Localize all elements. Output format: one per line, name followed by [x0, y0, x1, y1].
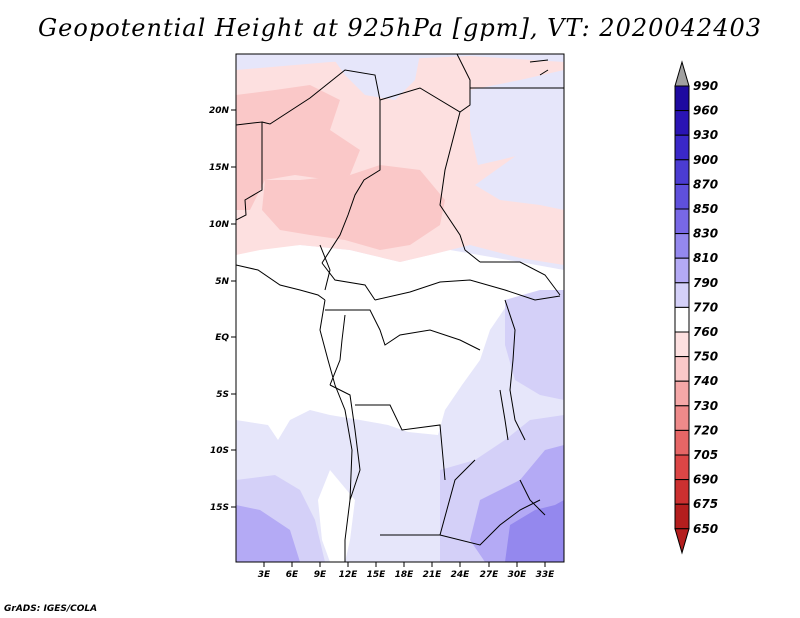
- colorbar-label: 930: [693, 128, 718, 142]
- map-panel: [236, 54, 564, 562]
- colorbar-swatch: [674, 479, 690, 505]
- lat-label: 10N: [209, 220, 230, 230]
- colorbar: 990 960 930 900 870 850 830 810 790 770 760 750 740 7…: [674, 60, 718, 555]
- colorbar-label: 870: [693, 177, 718, 191]
- colorbar-label: 760: [693, 325, 718, 339]
- colorbar-label: 770: [693, 300, 718, 314]
- field-sw-810: [236, 505, 300, 562]
- colorbar-swatch: [674, 331, 690, 358]
- lon-label: 33E: [536, 570, 556, 580]
- colorbar-label: 810: [693, 251, 718, 265]
- colorbar-label: 790: [693, 276, 718, 290]
- field-pink-740-center: [262, 165, 445, 250]
- colorbar-swatch: [674, 282, 690, 308]
- colorbar-label: 850: [693, 202, 718, 216]
- colorbar-label: 960: [693, 104, 718, 118]
- colorbar-swatch: [674, 159, 690, 185]
- colorbar-label: 730: [693, 399, 718, 413]
- colorbar-swatch: [674, 183, 690, 210]
- map-frame: [235, 53, 565, 563]
- colorbar-swatch: [674, 85, 690, 112]
- lat-label: EQ: [215, 333, 229, 343]
- colorbar-swatch: [674, 306, 690, 333]
- colorbar-top-arrow: [674, 60, 690, 87]
- lon-label: 9E: [314, 570, 327, 580]
- colorbar-swatch: [674, 380, 690, 407]
- colorbar-label: 690: [693, 473, 718, 487]
- borders: [236, 54, 564, 562]
- colorbar-label: 720: [693, 423, 718, 437]
- colorbar-swatch: [674, 257, 690, 284]
- colorbar-swatch: [674, 356, 690, 382]
- lat-label: 15S: [210, 503, 229, 513]
- colorbar-swatch: [674, 110, 690, 136]
- grads-credit: GrADS: IGES/COLA: [4, 604, 98, 614]
- colorbar-swatch: [674, 233, 690, 259]
- lon-label: 30E: [508, 570, 528, 580]
- lon-label: 15E: [367, 570, 387, 580]
- field-violet-east: [505, 290, 564, 400]
- colorbar-label: 990: [693, 79, 718, 93]
- lon-label: 18E: [395, 570, 415, 580]
- lat-label: 15N: [209, 163, 230, 173]
- lon-label: 24E: [451, 570, 471, 580]
- lat-label: 5S: [216, 390, 229, 400]
- lon-label: 12E: [339, 570, 359, 580]
- colorbar-bottom-arrow: [674, 528, 690, 555]
- lat-label: 10S: [210, 446, 229, 456]
- lon-label: 3E: [258, 570, 271, 580]
- lon-axis: 3E 6E 9E 12E 15E 18E 21E 24E 27E 30E 33E: [258, 562, 555, 580]
- field-white-band: [236, 245, 564, 440]
- colorbar-swatch: [674, 429, 690, 456]
- colorbar-label: 705: [693, 448, 718, 462]
- colorbar-label: 650: [693, 522, 718, 536]
- colorbar-swatch: [674, 405, 690, 431]
- lat-axis: 20N 15N 10N 5N EQ 5S 10S 15S: [209, 106, 236, 513]
- colorbar-swatch: [674, 134, 690, 161]
- colorbar-label: 675: [693, 497, 718, 511]
- colorbar-label: 830: [693, 227, 718, 241]
- lon-label: 21E: [423, 570, 443, 580]
- lat-label: 5N: [215, 277, 229, 287]
- colorbar-label: 740: [693, 374, 718, 388]
- map-title: Geopotential Height at 925hPa [gpm], VT:…: [38, 14, 762, 42]
- lon-label: 6E: [286, 570, 299, 580]
- colorbar-label: 750: [693, 350, 718, 364]
- field-lavender-east: [470, 70, 564, 165]
- colorbar-label: 900: [693, 153, 718, 167]
- colorbar-swatch: [674, 454, 690, 481]
- colorbar-swatch: [674, 208, 690, 235]
- colorbar-swatch: [674, 503, 690, 530]
- lon-label: 27E: [480, 570, 500, 580]
- field-violet-830: [505, 500, 564, 562]
- lat-label: 20N: [209, 106, 230, 116]
- field-white-south: [318, 470, 355, 562]
